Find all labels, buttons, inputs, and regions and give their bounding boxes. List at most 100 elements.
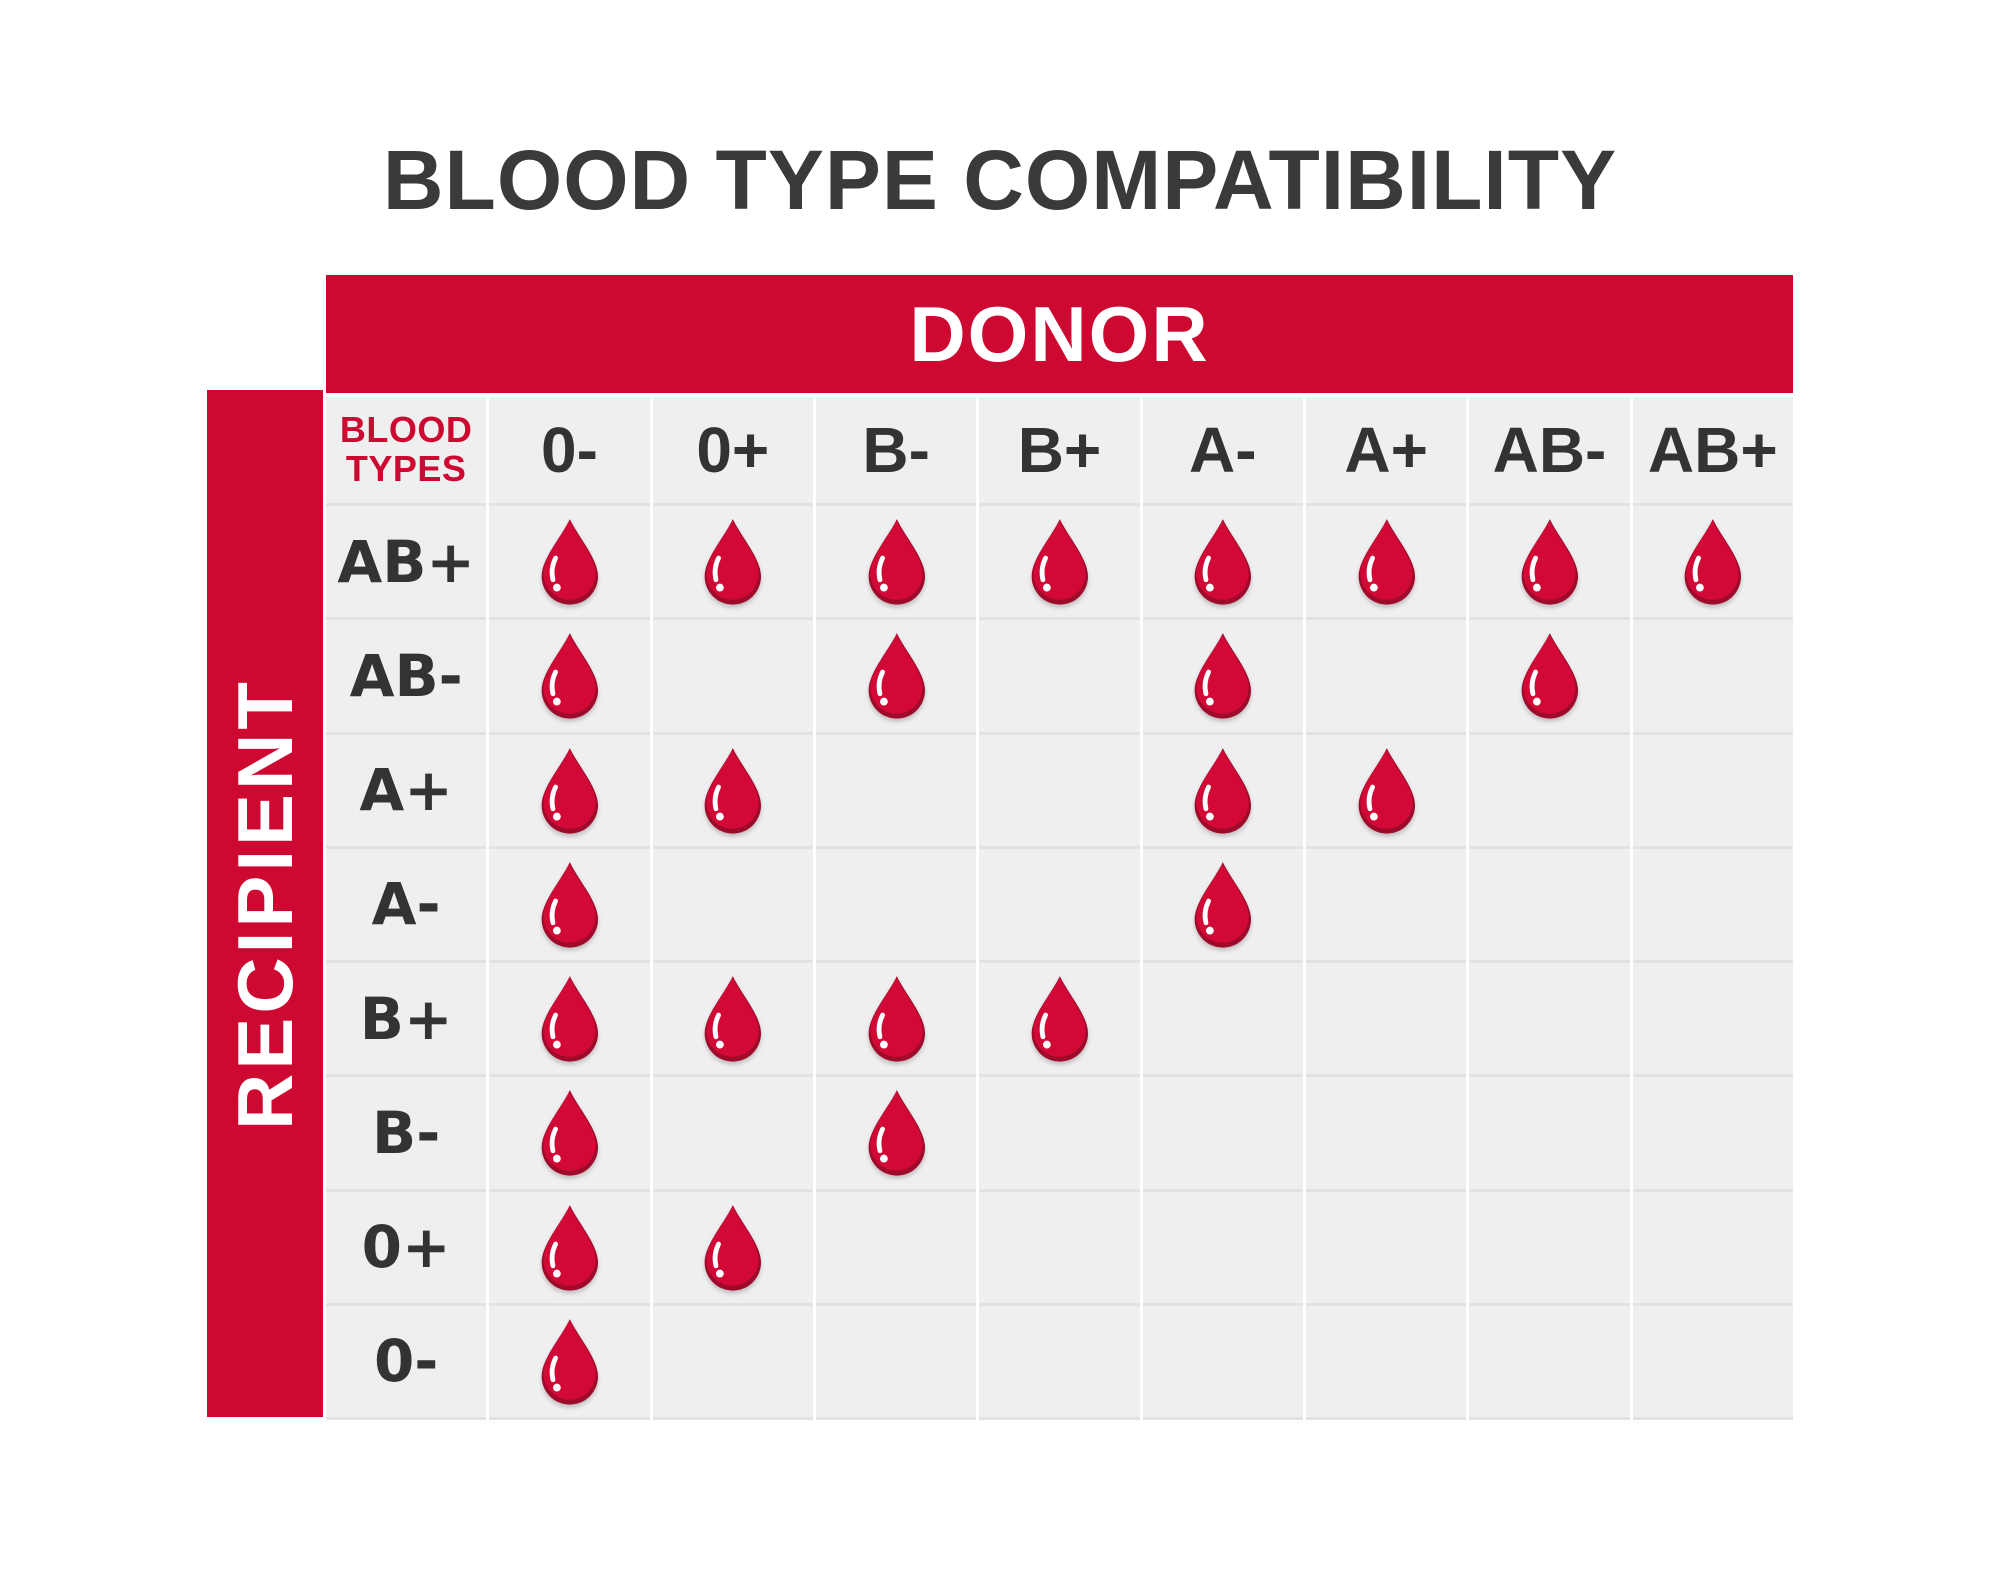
cell-a-minus-b-minus [815,848,977,960]
blood-drop-icon [868,633,925,719]
cell-ab-plus-a-minus [1142,506,1303,618]
drop-body [870,634,923,715]
drop-highlight-dot [552,1155,561,1163]
cell-0-minus-0-minus [489,1305,650,1417]
cell-a-minus-ab-minus [1469,848,1630,960]
row-label-text: 0+ [361,1213,451,1282]
col-header-a-minus: A- [1142,397,1303,503]
cell-ab-minus-0-minus [489,620,650,732]
drop-body [1523,634,1576,715]
cell-b-minus-ab-minus [1469,1077,1630,1189]
cell-b-plus-a-minus [1142,963,1303,1075]
drop-highlight-dot [716,583,725,592]
drop-highlight-dot [1042,1040,1051,1049]
cell-0-minus-ab-minus [1469,1305,1630,1417]
drop-highlight [1693,555,1702,583]
cell-a-plus-ab-plus [1632,734,1793,846]
blood-drop-icon [1194,861,1252,948]
drop-body [1523,520,1576,600]
drop-highlight [713,1241,722,1268]
drop-body [706,977,759,1057]
cell-b-plus-ab-minus [1469,963,1630,1075]
cell-0-plus-ab-plus [1632,1191,1793,1303]
drop-highlight [713,1012,722,1040]
cell-ab-minus-a-minus [1142,620,1303,732]
cell-ab-minus-b-minus [815,620,977,732]
drop-body [706,749,759,829]
blood-drop-icon [541,519,599,605]
cell-0-plus-a-minus [1142,1191,1303,1303]
cell-b-plus-ab-plus [1632,963,1793,1075]
drop-highlight-dot [552,1040,561,1049]
donor-axis-bar: DONOR [326,275,1793,393]
drop-highlight [549,784,558,811]
cell-a-plus-0-plus [652,734,813,846]
drop-highlight [1366,555,1375,583]
drop-highlight-dot [552,583,561,592]
drop-highlight [549,1127,558,1154]
drop-highlight-dot [1206,926,1215,935]
col-header-label: AB+ [1647,414,1778,486]
blood-drop-icon [1684,519,1742,605]
drop-highlight-dot [552,1383,561,1392]
blood-drop-icon [541,633,599,719]
cell-ab-minus-b-plus [979,620,1140,732]
cell-ab-minus-ab-minus [1469,620,1630,732]
cell-0-plus-b-plus [979,1191,1140,1303]
drop-highlight [549,555,558,583]
row-label-text: B+ [359,984,453,1053]
drop-highlight-dot [1532,698,1541,706]
drop-highlight [549,670,558,697]
drop-highlight [549,1355,558,1383]
drop-highlight [549,898,558,926]
blood-drop-icon [541,976,599,1062]
cell-0-plus-0-plus [652,1191,813,1303]
row-label-text: AB+ [337,527,476,596]
cell-ab-plus-0-minus [489,506,650,618]
cell-b-minus-0-plus [652,1077,813,1189]
drop-highlight [549,1241,558,1268]
cell-b-minus-ab-plus [1632,1077,1793,1189]
blood-drop-icon [1194,747,1252,834]
corner-label-line: BLOOD [339,409,473,451]
row-label-a-plus: A+ [326,734,487,846]
row-label-0-minus: 0- [326,1305,487,1417]
cell-0-minus-a-minus [1142,1305,1303,1417]
cell-ab-plus-ab-plus [1632,506,1793,618]
blood-drop-icon [541,1090,599,1176]
col-header-label: 0+ [696,414,770,486]
drop-body [870,1091,923,1172]
cell-b-minus-b-plus [979,1077,1140,1189]
col-header-label: 0- [541,414,598,486]
page-title: BLOOD TYPE COMPATIBILITY [382,133,1618,227]
cell-ab-plus-b-minus [815,506,977,618]
cell-a-minus-a-minus [1142,848,1303,960]
drop-body [543,749,596,829]
blood-drop-icon [704,1204,762,1291]
cell-a-plus-a-plus [1305,734,1467,846]
col-header-b-plus: B+ [979,397,1140,503]
drop-highlight-dot [552,698,561,706]
drop-highlight-dot [1369,583,1378,592]
col-header-ab-minus: AB- [1469,397,1630,503]
blood-drop-icon [868,519,925,605]
drop-body [543,1320,596,1400]
drop-highlight [876,1127,885,1154]
drop-body [1196,749,1249,829]
cell-a-minus-0-plus [652,848,813,960]
row-label-a-minus: A- [326,848,487,960]
donor-axis-label: DONOR [909,290,1210,378]
drop-highlight [1203,898,1212,926]
cell-a-plus-b-plus [979,734,1140,846]
drop-body [1196,863,1249,943]
row-label-b-plus: B+ [326,963,487,1075]
col-header-label: AB- [1492,414,1607,486]
drop-highlight [1039,1012,1048,1040]
drop-highlight [876,670,885,697]
blood-drop-icon [541,747,599,834]
row-label-ab-minus: AB- [326,620,487,732]
drop-body [1686,520,1739,600]
blood-drop-icon [1358,747,1415,834]
corner-label-line: TYPES [345,448,467,489]
drop-highlight-dot [716,1040,725,1049]
